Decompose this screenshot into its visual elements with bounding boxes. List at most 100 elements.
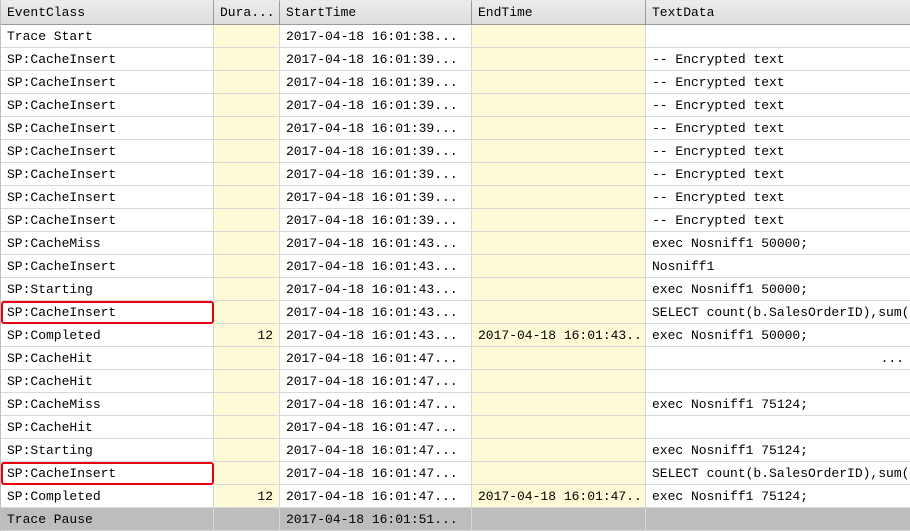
- cell-endtime[interactable]: [472, 439, 646, 462]
- cell-duration[interactable]: [214, 94, 280, 117]
- col-header-starttime[interactable]: StartTime: [280, 0, 472, 25]
- col-header-duration[interactable]: Dura...: [214, 0, 280, 25]
- cell-starttime[interactable]: 2017-04-18 16:01:47...: [280, 347, 472, 370]
- cell-starttime[interactable]: 2017-04-18 16:01:39...: [280, 163, 472, 186]
- cell-endtime[interactable]: 2017-04-18 16:01:47...: [472, 485, 646, 508]
- cell-duration[interactable]: [214, 370, 280, 393]
- col-header-eventclass[interactable]: EventClass: [1, 0, 214, 25]
- cell-endtime[interactable]: [472, 48, 646, 71]
- cell-duration[interactable]: [214, 508, 280, 531]
- cell-starttime[interactable]: 2017-04-18 16:01:39...: [280, 94, 472, 117]
- cell-starttime[interactable]: 2017-04-18 16:01:38...: [280, 25, 472, 48]
- cell-endtime[interactable]: [472, 186, 646, 209]
- cell-endtime[interactable]: [472, 508, 646, 531]
- cell-endtime[interactable]: [472, 301, 646, 324]
- cell-duration[interactable]: 12: [214, 485, 280, 508]
- cell-textdata[interactable]: exec Nosniff1 50000;: [646, 278, 910, 301]
- cell-textdata[interactable]: [646, 508, 910, 531]
- cell-duration[interactable]: [214, 393, 280, 416]
- cell-eventclass[interactable]: SP:Completed: [1, 324, 214, 347]
- cell-starttime[interactable]: 2017-04-18 16:01:47...: [280, 416, 472, 439]
- cell-textdata[interactable]: exec Nosniff1 50000;: [646, 324, 910, 347]
- cell-endtime[interactable]: [472, 370, 646, 393]
- cell-eventclass[interactable]: SP:CacheInsert: [1, 301, 214, 324]
- cell-eventclass[interactable]: SP:CacheMiss: [1, 232, 214, 255]
- cell-textdata[interactable]: [646, 25, 910, 48]
- cell-textdata[interactable]: -- Encrypted text: [646, 186, 910, 209]
- cell-textdata[interactable]: ...: [646, 347, 910, 370]
- cell-duration[interactable]: [214, 278, 280, 301]
- cell-starttime[interactable]: 2017-04-18 16:01:39...: [280, 71, 472, 94]
- cell-endtime[interactable]: [472, 140, 646, 163]
- cell-starttime[interactable]: 2017-04-18 16:01:43...: [280, 232, 472, 255]
- cell-starttime[interactable]: 2017-04-18 16:01:47...: [280, 485, 472, 508]
- cell-duration[interactable]: [214, 439, 280, 462]
- cell-eventclass[interactable]: SP:CacheInsert: [1, 163, 214, 186]
- cell-textdata[interactable]: exec Nosniff1 75124;: [646, 485, 910, 508]
- cell-starttime[interactable]: 2017-04-18 16:01:39...: [280, 209, 472, 232]
- cell-starttime[interactable]: 2017-04-18 16:01:39...: [280, 140, 472, 163]
- cell-endtime[interactable]: [472, 347, 646, 370]
- cell-eventclass[interactable]: SP:CacheInsert: [1, 186, 214, 209]
- cell-eventclass[interactable]: SP:CacheHit: [1, 370, 214, 393]
- cell-eventclass[interactable]: SP:CacheInsert: [1, 209, 214, 232]
- cell-duration[interactable]: [214, 255, 280, 278]
- cell-duration[interactable]: [214, 48, 280, 71]
- cell-eventclass[interactable]: SP:CacheInsert: [1, 94, 214, 117]
- cell-eventclass[interactable]: SP:CacheInsert: [1, 462, 214, 485]
- cell-duration[interactable]: [214, 232, 280, 255]
- cell-endtime[interactable]: [472, 462, 646, 485]
- cell-starttime[interactable]: 2017-04-18 16:01:47...: [280, 370, 472, 393]
- cell-starttime[interactable]: 2017-04-18 16:01:47...: [280, 439, 472, 462]
- cell-endtime[interactable]: [472, 94, 646, 117]
- cell-eventclass[interactable]: SP:CacheHit: [1, 416, 214, 439]
- cell-textdata[interactable]: SELECT count(b.SalesOrderID),sum(p....: [646, 301, 910, 324]
- cell-endtime[interactable]: [472, 278, 646, 301]
- cell-textdata[interactable]: [646, 416, 910, 439]
- cell-eventclass[interactable]: SP:CacheInsert: [1, 48, 214, 71]
- cell-duration[interactable]: [214, 301, 280, 324]
- cell-eventclass[interactable]: SP:CacheInsert: [1, 117, 214, 140]
- cell-duration[interactable]: [214, 71, 280, 94]
- cell-endtime[interactable]: [472, 209, 646, 232]
- cell-duration[interactable]: [214, 25, 280, 48]
- cell-eventclass[interactable]: Trace Pause: [1, 508, 214, 531]
- col-header-endtime[interactable]: EndTime: [472, 0, 646, 25]
- cell-starttime[interactable]: 2017-04-18 16:01:39...: [280, 117, 472, 140]
- cell-starttime[interactable]: 2017-04-18 16:01:39...: [280, 48, 472, 71]
- cell-textdata[interactable]: -- Encrypted text: [646, 209, 910, 232]
- cell-endtime[interactable]: 2017-04-18 16:01:43...: [472, 324, 646, 347]
- cell-endtime[interactable]: [472, 416, 646, 439]
- col-header-textdata[interactable]: TextData: [646, 0, 910, 25]
- cell-starttime[interactable]: 2017-04-18 16:01:43...: [280, 324, 472, 347]
- cell-endtime[interactable]: [472, 117, 646, 140]
- cell-eventclass[interactable]: SP:CacheInsert: [1, 140, 214, 163]
- cell-duration[interactable]: [214, 347, 280, 370]
- cell-duration[interactable]: [214, 186, 280, 209]
- cell-starttime[interactable]: 2017-04-18 16:01:39...: [280, 186, 472, 209]
- cell-duration[interactable]: [214, 117, 280, 140]
- cell-endtime[interactable]: [472, 163, 646, 186]
- cell-textdata[interactable]: exec Nosniff1 50000;: [646, 232, 910, 255]
- cell-starttime[interactable]: 2017-04-18 16:01:47...: [280, 462, 472, 485]
- cell-eventclass[interactable]: SP:Starting: [1, 278, 214, 301]
- cell-endtime[interactable]: [472, 255, 646, 278]
- cell-endtime[interactable]: [472, 393, 646, 416]
- cell-starttime[interactable]: 2017-04-18 16:01:43...: [280, 301, 472, 324]
- cell-endtime[interactable]: [472, 25, 646, 48]
- cell-textdata[interactable]: -- Encrypted text: [646, 94, 910, 117]
- cell-textdata[interactable]: -- Encrypted text: [646, 71, 910, 94]
- cell-textdata[interactable]: SELECT count(b.SalesOrderID),sum(p....: [646, 462, 910, 485]
- cell-textdata[interactable]: -- Encrypted text: [646, 117, 910, 140]
- cell-endtime[interactable]: [472, 232, 646, 255]
- cell-textdata[interactable]: -- Encrypted text: [646, 140, 910, 163]
- cell-starttime[interactable]: 2017-04-18 16:01:47...: [280, 393, 472, 416]
- cell-textdata[interactable]: [646, 370, 910, 393]
- cell-eventclass[interactable]: SP:CacheMiss: [1, 393, 214, 416]
- cell-eventclass[interactable]: SP:Starting: [1, 439, 214, 462]
- cell-starttime[interactable]: 2017-04-18 16:01:43...: [280, 278, 472, 301]
- cell-textdata[interactable]: exec Nosniff1 75124;: [646, 439, 910, 462]
- cell-eventclass[interactable]: SP:CacheInsert: [1, 71, 214, 94]
- cell-duration[interactable]: [214, 462, 280, 485]
- cell-eventclass[interactable]: SP:CacheInsert: [1, 255, 214, 278]
